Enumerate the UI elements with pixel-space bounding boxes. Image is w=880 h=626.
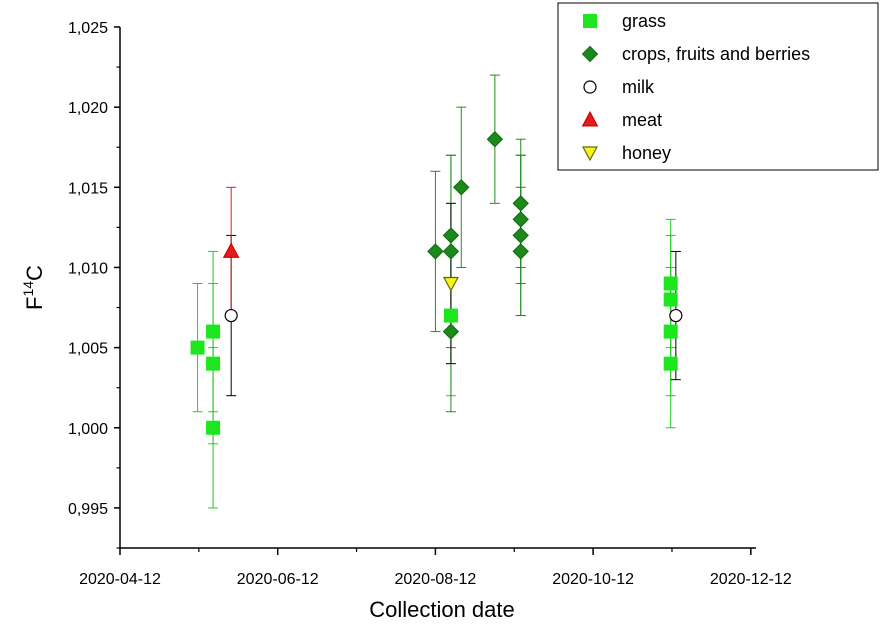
- data-point: [512, 227, 529, 244]
- series-honey-points: [442, 276, 459, 292]
- legend-marker: [581, 146, 599, 162]
- legend-box: [557, 2, 879, 171]
- legend-marker: [581, 45, 599, 63]
- legend-label: honey: [622, 143, 671, 163]
- y-tick-label: 1,015: [68, 180, 108, 197]
- y-tick-label: 1,005: [68, 341, 108, 358]
- y-tick-label: 1,020: [68, 100, 108, 117]
- data-point: [663, 324, 678, 339]
- data-point: [206, 356, 221, 371]
- x-tick-label: 2020-06-12: [237, 571, 319, 588]
- data-point: [190, 340, 205, 355]
- data-point: [442, 276, 459, 292]
- y-tick-label: 1,010: [68, 260, 108, 277]
- data-point: [442, 323, 460, 340]
- data-point: [224, 308, 238, 323]
- data-point: [512, 195, 529, 212]
- series-grass-errors: [192, 218, 676, 509]
- legend-marker: [581, 110, 599, 127]
- data-point: [206, 324, 221, 339]
- y-tick-label: 1,025: [68, 20, 108, 37]
- data-point: [512, 243, 529, 260]
- series-crops-points: [427, 131, 529, 340]
- y-axis-title: F14C: [20, 265, 47, 310]
- data-point: [453, 179, 470, 196]
- data-point: [486, 131, 504, 148]
- data-point: [669, 308, 683, 323]
- y-tick-label: 1,000: [68, 421, 108, 438]
- x-tick-label: 2020-12-12: [710, 571, 792, 588]
- x-tick-label: 2020-08-12: [394, 571, 476, 588]
- x-axis-title: Collection date: [369, 597, 515, 622]
- data-point: [222, 242, 240, 258]
- series-grass-points: [190, 276, 678, 435]
- series-crops-errors: [430, 74, 526, 413]
- data-point: [442, 243, 460, 260]
- y-tick-label: 0,995: [68, 501, 108, 518]
- x-tick-label: 2020-04-12: [79, 571, 161, 588]
- data-point: [443, 308, 458, 323]
- legend-marker: [583, 80, 597, 94]
- data-point: [427, 243, 444, 260]
- series-meat-points: [222, 242, 240, 258]
- data-point: [663, 292, 678, 307]
- legend-label: milk: [622, 77, 655, 97]
- legend-label: grass: [622, 11, 666, 31]
- data-point: [663, 276, 678, 291]
- data-point: [206, 420, 221, 435]
- x-tick-label: 2020-10-12: [552, 571, 634, 588]
- data-point: [663, 356, 678, 371]
- data-point: [442, 227, 460, 244]
- legend-marker: [583, 14, 597, 28]
- data-point: [512, 211, 529, 228]
- legend-label: crops, fruits and berries: [622, 44, 810, 64]
- legend-label: meat: [622, 110, 662, 130]
- legend: grass crops, fruits and berries milk meat ho…: [557, 2, 879, 171]
- series-milk-points: [224, 308, 683, 323]
